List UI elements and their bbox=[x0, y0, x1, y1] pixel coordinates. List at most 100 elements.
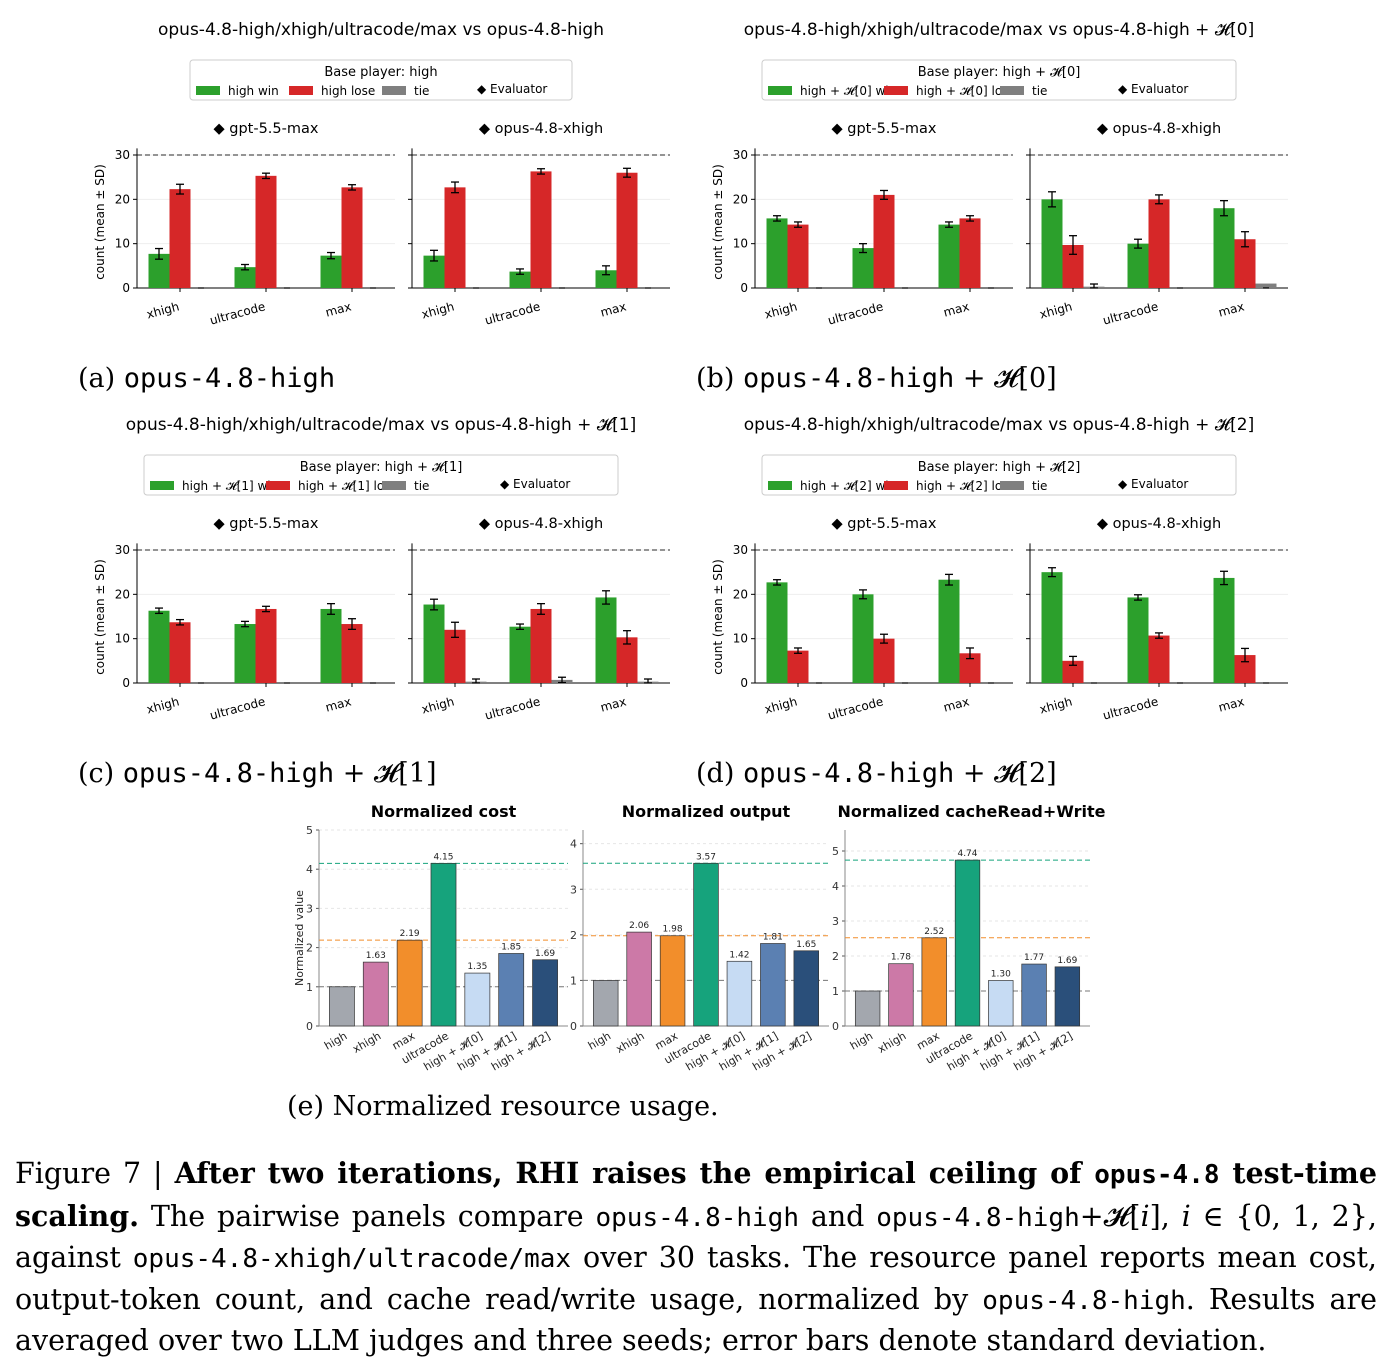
subplot-evaluator: ◆ gpt-5.5-max bbox=[214, 121, 319, 137]
figure-label: Figure 7 | bbox=[15, 1157, 175, 1190]
y-axis-label: count (mean ± SD) bbox=[93, 164, 107, 280]
bar-high-1- bbox=[1021, 963, 1047, 1027]
subcaption-prefix: (a) bbox=[78, 363, 124, 394]
bar-win-xhigh bbox=[766, 582, 788, 683]
bar-lose-ultracode bbox=[530, 608, 552, 683]
y-tick-label: 0 bbox=[570, 1020, 577, 1033]
bar-tie-max bbox=[1255, 283, 1277, 288]
legend-label-evaluator: ◆ Evaluator bbox=[500, 477, 570, 491]
legend-label-win: high + 𝓗[2] win bbox=[800, 479, 896, 493]
subplot-1: ◆ gpt-5.5-max 0 10 20 30 xhigh ultracode max bbox=[115, 121, 395, 328]
bar-lose-max bbox=[1234, 239, 1256, 288]
legend-label-win: high + 𝓗[1] win bbox=[182, 479, 278, 493]
x-tick-label: xhigh bbox=[876, 1029, 909, 1056]
legend-swatch-tie bbox=[1000, 481, 1024, 490]
x-tick-label: max bbox=[324, 694, 353, 714]
bar-lose-ultracode bbox=[255, 175, 277, 288]
y-tick-label: 3 bbox=[570, 883, 577, 896]
x-tick-label: xhigh bbox=[614, 1029, 647, 1056]
subcaption-model: opus-4.8-high bbox=[743, 363, 954, 394]
y-tick-label: 0 bbox=[122, 676, 130, 690]
legend-label-evaluator: ◆ Evaluator bbox=[1118, 82, 1188, 96]
bar-lose-ultracode bbox=[530, 171, 552, 288]
x-tick-label: xhigh bbox=[1038, 299, 1074, 321]
bar-lose-ultracode bbox=[873, 194, 895, 288]
bar-win-ultracode bbox=[509, 271, 531, 288]
bar-value-label: 1.65 bbox=[796, 940, 816, 950]
y-tick-label: 0 bbox=[122, 281, 130, 295]
x-tick-label: max bbox=[599, 694, 628, 714]
y-tick-label: 10 bbox=[115, 632, 130, 646]
legend-swatch-win bbox=[768, 481, 792, 490]
legend-swatch-tie bbox=[382, 481, 406, 490]
subcaption: (b) opus-4.8-high + 𝓗[0] bbox=[696, 363, 1057, 394]
legend-swatch-lose bbox=[289, 86, 313, 95]
legend-title: Base player: high + 𝓗[1] bbox=[300, 460, 463, 475]
bar-xhigh bbox=[362, 961, 389, 1027]
y-axis-label: count (mean ± SD) bbox=[711, 559, 725, 675]
bar-win-xhigh bbox=[148, 610, 170, 683]
bar-lose-xhigh bbox=[1062, 660, 1084, 683]
subplot-evaluator: ◆ gpt-5.5-max bbox=[214, 516, 319, 532]
x-tick-label: high bbox=[586, 1029, 613, 1052]
y-tick-label: 20 bbox=[733, 587, 748, 601]
bar-lose-max bbox=[1234, 655, 1256, 683]
bar-value-label: 1.69 bbox=[535, 949, 555, 959]
legend-label-lose: high lose bbox=[321, 84, 375, 98]
bar-high-0- bbox=[464, 972, 491, 1027]
bar-value-label: 2.19 bbox=[400, 929, 420, 939]
subplot-2: ◆ opus-4.8-xhigh xhigh ultracode max bbox=[408, 121, 670, 328]
bar-high bbox=[592, 980, 619, 1027]
bar-lose-max bbox=[616, 637, 638, 683]
subcaption-text: Normalized resource usage. bbox=[333, 1091, 719, 1122]
y-axis-label: count (mean ± SD) bbox=[93, 559, 107, 675]
x-tick-label: xhigh bbox=[350, 1029, 383, 1056]
figure-canvas: opus-4.8-high/xhigh/ultracode/max vs opu… bbox=[78, 20, 1288, 1122]
pairwise-panel-b: opus-4.8-high/xhigh/ultracode/max vs opu… bbox=[696, 20, 1288, 394]
x-tick-label: ultracode bbox=[826, 694, 885, 722]
y-tick-label: 30 bbox=[115, 543, 130, 557]
y-tick-label: 0 bbox=[740, 676, 748, 690]
x-tick-label: ultracode bbox=[208, 694, 267, 722]
bar-win-xhigh bbox=[1041, 199, 1063, 288]
x-tick-label: ultracode bbox=[208, 299, 267, 327]
bar-win-xhigh bbox=[1041, 572, 1063, 683]
panel-title: opus-4.8-high/xhigh/ultracode/max vs opu… bbox=[744, 20, 1254, 40]
bar-win-max bbox=[595, 597, 617, 683]
y-tick-label: 30 bbox=[115, 148, 130, 162]
caption-headline: After two iterations, RHI raises the emp… bbox=[15, 1156, 1377, 1233]
legend-label-tie: tie bbox=[1032, 84, 1047, 98]
bar-value-label: 1.85 bbox=[501, 942, 521, 952]
y-tick-label: 2 bbox=[306, 942, 313, 955]
x-tick-label: max bbox=[324, 299, 353, 319]
subcaption-suffix: + 𝓗[0] bbox=[954, 363, 1056, 394]
legend-label-tie: tie bbox=[414, 84, 429, 98]
y-tick-label: 1 bbox=[306, 981, 313, 994]
pairwise-panel-c: opus-4.8-high/xhigh/ultracode/max vs opu… bbox=[78, 415, 670, 789]
legend-title: Base player: high + 𝓗[0] bbox=[918, 65, 1081, 80]
bar-lose-ultracode bbox=[1148, 635, 1170, 683]
x-tick-label: high bbox=[848, 1029, 875, 1052]
panel-title: opus-4.8-high/xhigh/ultracode/max vs opu… bbox=[744, 415, 1254, 435]
bar-win-max bbox=[320, 255, 342, 288]
bar-high-0- bbox=[726, 960, 753, 1027]
legend-box bbox=[761, 59, 1237, 101]
bar-value-label: 1.63 bbox=[366, 951, 386, 961]
panel-title: opus-4.8-high/xhigh/ultracode/max vs opu… bbox=[126, 415, 636, 435]
legend-label-win: high win bbox=[228, 84, 279, 98]
subplot-evaluator: ◆ opus-4.8-xhigh bbox=[479, 121, 603, 137]
pairwise-panel-a: opus-4.8-high/xhigh/ultracode/max vs opu… bbox=[78, 20, 670, 394]
x-tick-label: ultracode bbox=[1101, 299, 1160, 327]
y-tick-label: 4 bbox=[306, 863, 313, 876]
subcaption-model: opus-4.8-high bbox=[743, 758, 954, 789]
bar-value-label: 1.78 bbox=[891, 953, 911, 963]
subplot-1: ◆ gpt-5.5-max 0 10 20 30 xhigh ultracode max bbox=[733, 121, 1013, 328]
bar-win-ultracode bbox=[1127, 597, 1149, 683]
subplot-2: ◆ opus-4.8-xhigh xhigh ultracode max bbox=[1026, 121, 1288, 328]
x-tick-label: ultracode bbox=[826, 299, 885, 327]
bar-xhigh bbox=[888, 963, 914, 1027]
bar-lose-max bbox=[959, 653, 981, 683]
bar-high-0- bbox=[988, 980, 1014, 1027]
panel-title: opus-4.8-high/xhigh/ultracode/max vs opu… bbox=[158, 20, 604, 40]
y-axis-label: count (mean ± SD) bbox=[711, 164, 725, 280]
